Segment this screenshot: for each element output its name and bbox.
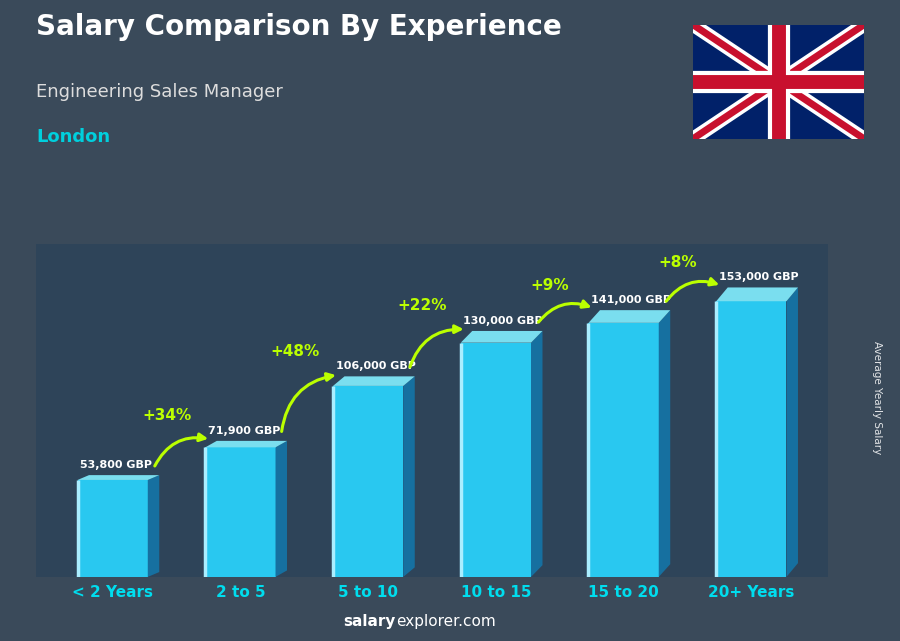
Text: Engineering Sales Manager: Engineering Sales Manager xyxy=(36,83,283,101)
Bar xyxy=(589,323,659,577)
Text: London: London xyxy=(36,128,110,146)
Polygon shape xyxy=(716,287,798,301)
Text: +9%: +9% xyxy=(531,278,570,293)
Polygon shape xyxy=(333,376,415,386)
Polygon shape xyxy=(77,475,159,480)
Bar xyxy=(716,301,787,577)
Polygon shape xyxy=(205,441,287,447)
Polygon shape xyxy=(403,376,415,577)
Text: 153,000 GBP: 153,000 GBP xyxy=(719,272,798,283)
Bar xyxy=(77,480,148,577)
Text: Average Yearly Salary: Average Yearly Salary xyxy=(872,341,883,454)
Text: +22%: +22% xyxy=(398,299,447,313)
Text: explorer.com: explorer.com xyxy=(396,615,496,629)
Polygon shape xyxy=(461,331,543,343)
Text: 106,000 GBP: 106,000 GBP xyxy=(336,362,416,371)
Polygon shape xyxy=(148,475,159,577)
Polygon shape xyxy=(275,441,287,577)
Text: 53,800 GBP: 53,800 GBP xyxy=(80,460,152,470)
Polygon shape xyxy=(787,287,798,577)
Polygon shape xyxy=(659,310,670,577)
Bar xyxy=(461,343,531,577)
Text: salary: salary xyxy=(344,615,396,629)
Text: Salary Comparison By Experience: Salary Comparison By Experience xyxy=(36,13,562,41)
Polygon shape xyxy=(531,331,543,577)
Text: 71,900 GBP: 71,900 GBP xyxy=(208,426,280,436)
Text: 141,000 GBP: 141,000 GBP xyxy=(591,295,671,305)
Text: 130,000 GBP: 130,000 GBP xyxy=(464,316,543,326)
Text: +48%: +48% xyxy=(270,344,320,359)
Text: +8%: +8% xyxy=(659,255,698,270)
Bar xyxy=(333,386,403,577)
Bar xyxy=(205,447,275,577)
Text: +34%: +34% xyxy=(142,408,192,423)
Polygon shape xyxy=(589,310,670,323)
